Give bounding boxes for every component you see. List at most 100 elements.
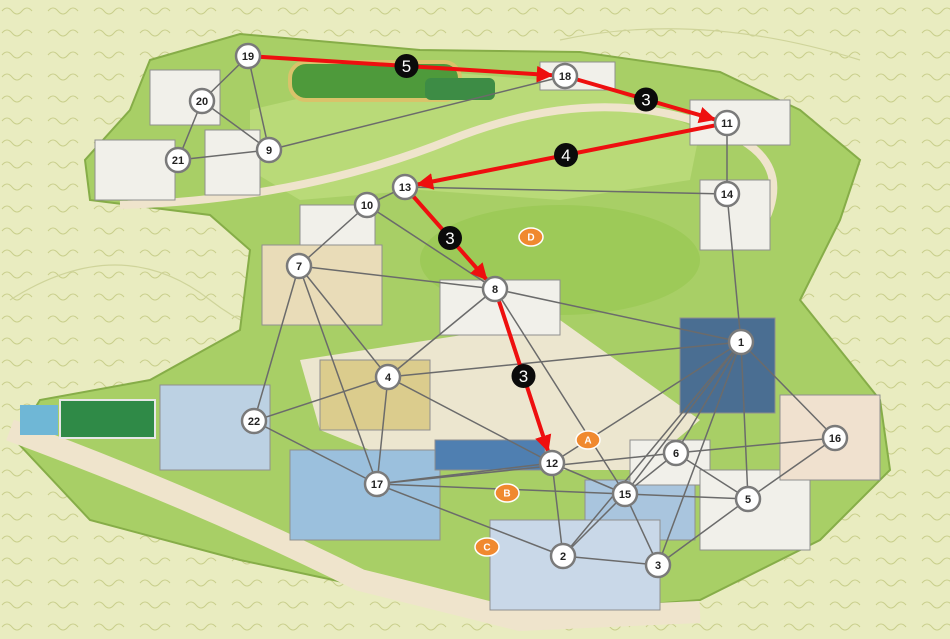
connection-line (298, 265, 496, 290)
marker-number: 21 (172, 155, 184, 167)
connection-line (657, 498, 749, 566)
zone-badge-a: A (575, 430, 601, 450)
marker-circle (188, 87, 216, 115)
marker-number: 16 (829, 433, 841, 445)
location-marker-15[interactable]: 15 (611, 480, 639, 508)
location-marker-20[interactable]: 20 (188, 87, 216, 115)
marker-circle (611, 480, 639, 508)
connection-line (747, 437, 836, 500)
location-marker-21[interactable]: 21 (164, 146, 192, 174)
marker-circle (644, 551, 672, 579)
building (94, 139, 176, 201)
marker-number: 7 (296, 261, 302, 273)
marker-circle (538, 449, 566, 477)
route-weight-badge: 4 (554, 143, 578, 167)
zone-label: B (503, 489, 510, 500)
marker-number: 18 (559, 71, 571, 83)
location-marker-19[interactable]: 19 (234, 42, 262, 70)
connection-line (253, 376, 389, 422)
marker-circle (713, 180, 741, 208)
connection-line (624, 341, 742, 495)
location-marker-13[interactable]: 13 (391, 173, 419, 201)
zone-badge-d: D (518, 227, 544, 247)
terrain-ridge (559, 28, 861, 61)
zone-label: C (483, 543, 490, 554)
location-marker-2[interactable]: 2 (549, 542, 577, 570)
location-marker-18[interactable]: 18 (551, 62, 579, 90)
marker-number: 5 (745, 494, 751, 506)
weight-badge-circle (511, 364, 536, 388)
marker-number: 1 (738, 337, 744, 349)
marker-circle (391, 173, 419, 201)
connection-line (247, 55, 270, 151)
location-marker-8[interactable]: 8 (481, 275, 509, 303)
location-marker-17[interactable]: 17 (363, 470, 391, 498)
location-marker-1[interactable]: 1 (727, 328, 755, 356)
connection-line (298, 265, 378, 485)
marker-circle (240, 407, 268, 435)
location-marker-10[interactable]: 10 (353, 191, 381, 219)
marker-number: 3 (655, 560, 661, 572)
location-marker-12[interactable]: 12 (538, 449, 566, 477)
route-weight-label: 3 (445, 229, 454, 248)
zone-label: D (527, 233, 534, 244)
zone-badges: A B C D (474, 227, 601, 557)
location-marker-22[interactable]: 22 (240, 407, 268, 435)
zone-badge-shape (494, 483, 520, 503)
marker-circle (353, 191, 381, 219)
connection-line (551, 462, 564, 557)
marker-circle (713, 109, 741, 137)
weight-badge-circle (554, 143, 578, 167)
marker-circle (734, 485, 762, 513)
connection-line (201, 100, 270, 151)
marker-circle (164, 146, 192, 174)
marker-circle (374, 363, 402, 391)
marker-number: 8 (492, 284, 498, 296)
marker-number: 12 (546, 458, 558, 470)
connection-line (376, 376, 389, 485)
route-weights: 5 3 4 3 3 (394, 54, 658, 388)
location-marker-5[interactable]: 5 (734, 485, 762, 513)
connection-line (657, 341, 742, 566)
marker-number: 22 (248, 416, 260, 428)
location-marker-14[interactable]: 14 (713, 180, 741, 208)
location-marker-7[interactable]: 7 (285, 252, 313, 280)
route-weight-badge: 3 (511, 364, 536, 388)
pond (20, 405, 58, 435)
zone-badge-shape (575, 430, 601, 450)
building (261, 244, 383, 326)
marker-circle (821, 424, 849, 452)
marker-circle (551, 62, 579, 90)
weight-badge-circle (634, 87, 658, 112)
location-marker-3[interactable]: 3 (644, 551, 672, 579)
connection-line (376, 483, 564, 557)
connection-line (494, 288, 742, 343)
zone-badge-shape (474, 537, 500, 557)
location-marker-6[interactable]: 6 (662, 439, 690, 467)
marker-circle (549, 542, 577, 570)
connection-line (387, 288, 496, 378)
marker-number: 15 (619, 489, 631, 501)
marker-number: 19 (242, 51, 254, 63)
location-marker-16[interactable]: 16 (821, 424, 849, 452)
marker-circle (285, 252, 313, 280)
weight-badge-circle (394, 54, 419, 78)
building (489, 519, 661, 611)
building (204, 129, 261, 196)
zone-badge-c: C (474, 537, 500, 557)
marker-number: 2 (560, 551, 566, 563)
marker-number: 6 (673, 448, 679, 460)
location-marker-9[interactable]: 9 (255, 136, 283, 164)
location-marker-11[interactable]: 11 (713, 109, 741, 137)
location-marker-4[interactable]: 4 (374, 363, 402, 391)
connection-line (740, 341, 749, 500)
connection-line (387, 376, 553, 464)
building (289, 449, 441, 541)
building (434, 439, 546, 471)
marker-circle (363, 470, 391, 498)
sports-field (425, 78, 495, 100)
marker-number: 20 (196, 96, 208, 108)
marker-circle (662, 439, 690, 467)
connection-line (298, 265, 389, 378)
marker-number: 11 (721, 118, 733, 130)
